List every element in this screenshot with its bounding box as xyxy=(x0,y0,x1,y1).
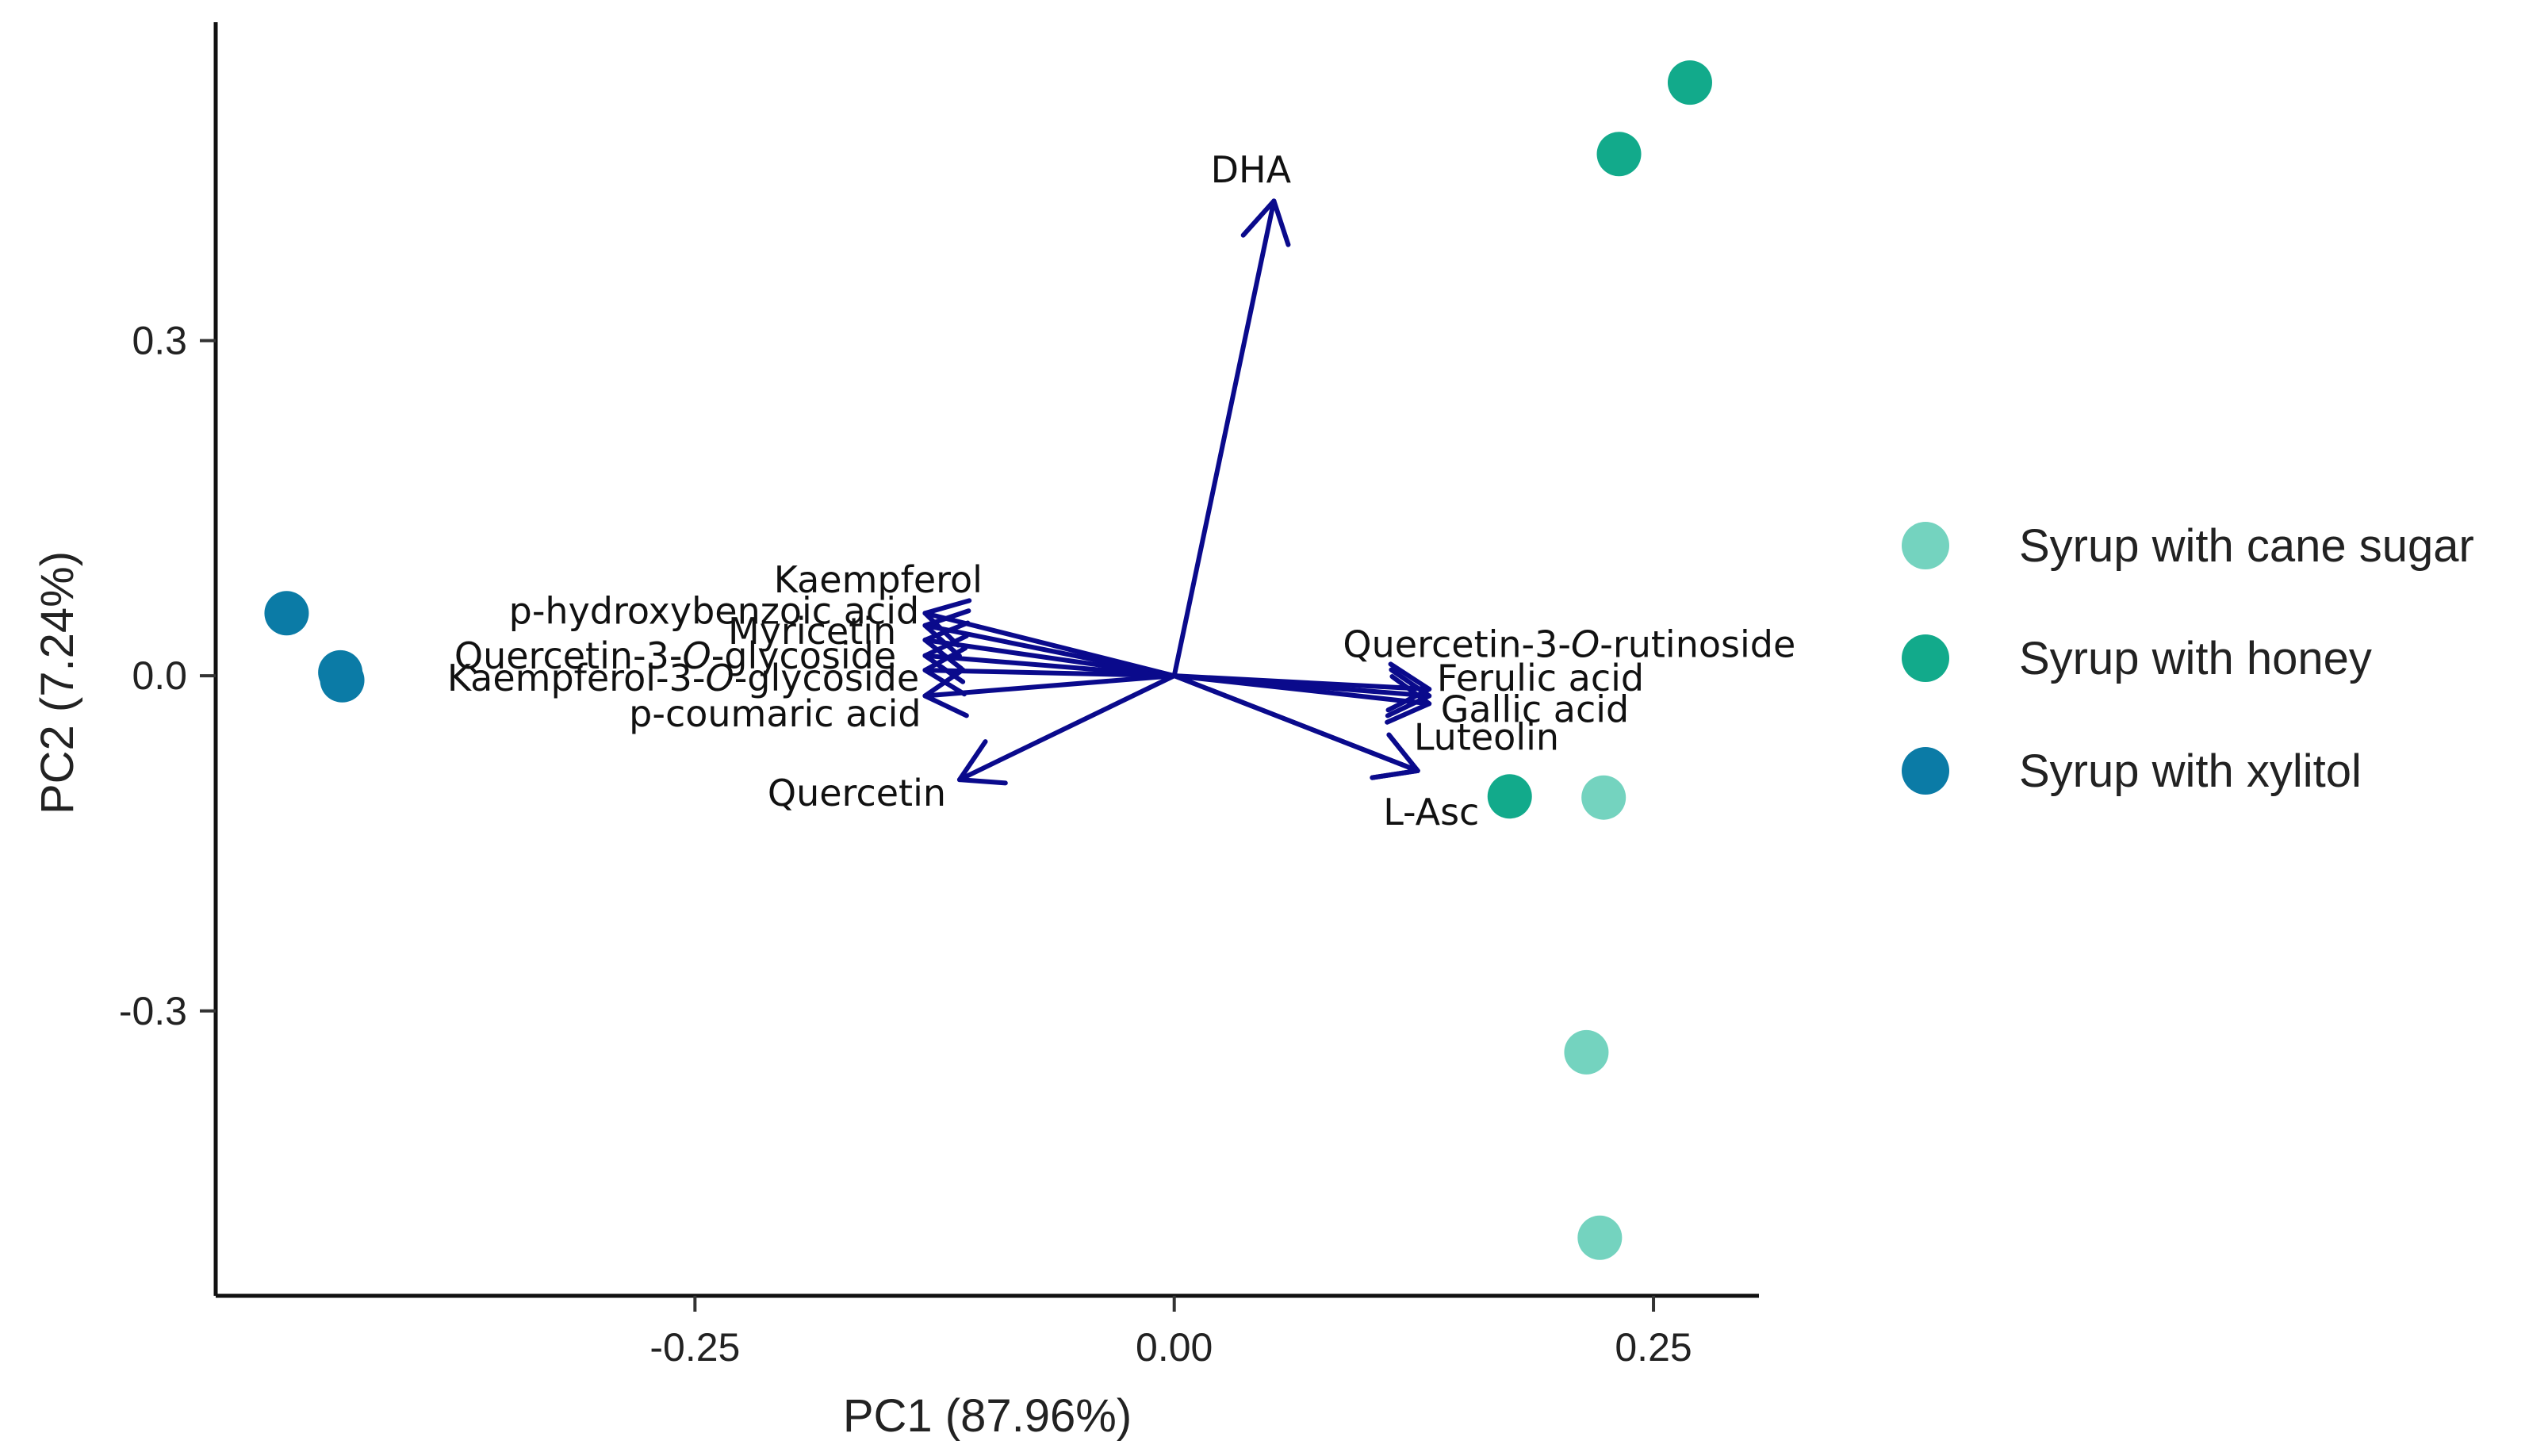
loading-label: p-coumaric acid xyxy=(629,692,921,735)
legend-key xyxy=(1902,522,1949,569)
legend-label: Syrup with xylitol xyxy=(2019,745,2362,797)
loading-arrow-shaft xyxy=(922,673,1177,699)
loading-arrow-shaft xyxy=(956,673,1177,783)
data-point xyxy=(264,591,309,636)
loading-label: Gallic acid xyxy=(1441,688,1630,730)
loading-arrow-head xyxy=(956,739,1008,786)
data-point xyxy=(320,657,365,703)
loading-label: Myricetin xyxy=(728,610,896,653)
loading-label: Kaempferol-3-O-glycoside xyxy=(447,657,919,699)
loading-label: DHA xyxy=(1211,148,1292,191)
loading-arrow-shaft xyxy=(922,668,1177,679)
loading-arrow-shaft xyxy=(922,638,1177,679)
loading-label: Ferulic acid xyxy=(1437,657,1644,699)
loading-label: Luteolin xyxy=(1414,716,1559,759)
y-tick-label: 0.3 xyxy=(132,319,187,363)
data-point xyxy=(1667,60,1712,105)
data-point xyxy=(1564,1029,1609,1075)
x-tick-label: 0.25 xyxy=(1615,1325,1692,1370)
x-tick-label: 0.00 xyxy=(1136,1325,1213,1370)
loading-arrow-head xyxy=(922,646,968,697)
loading-label: Quercetin xyxy=(768,772,946,814)
loading-arrow-shaft xyxy=(1171,198,1277,679)
data-point xyxy=(1487,774,1532,819)
loading-label: L-Asc xyxy=(1383,791,1479,833)
legend: Syrup with cane sugar Syrup with honey Syr… xyxy=(1902,520,2474,797)
legend-key xyxy=(1902,634,1949,682)
loading-arrow-head xyxy=(1385,674,1432,725)
y-axis-title: PC2 (7.24%) xyxy=(32,551,83,814)
loading-arrow-head xyxy=(1385,667,1432,718)
loading-arrow-head xyxy=(922,667,969,718)
legend-label: Syrup with cane sugar xyxy=(2019,520,2474,572)
loading-arrow-shaft xyxy=(1171,673,1432,707)
loading-label: Quercetin-3-O-rutinoside xyxy=(1343,623,1795,666)
x-tick-label: -0.25 xyxy=(649,1325,740,1370)
loading-arrow-shaft xyxy=(1171,673,1420,773)
loading-label: Quercetin-3-O-glycoside xyxy=(454,634,896,677)
loading-arrow-shaft xyxy=(922,653,1177,679)
legend-label: Syrup with honey xyxy=(2019,633,2372,684)
loadings-layer xyxy=(922,198,1432,786)
axes-layer: -0.25 0.00 0.25 0.3 0.0 -0.3 PC1 (87.96%) PC2 (… xyxy=(32,22,1759,1442)
points-layer xyxy=(264,60,1712,1260)
loading-label: Kaempferol xyxy=(774,558,983,601)
x-axis-title: PC1 (87.96%) xyxy=(843,1390,1132,1442)
legend-key xyxy=(1902,747,1949,795)
y-tick-label: -0.3 xyxy=(119,989,187,1033)
data-point xyxy=(1596,132,1642,177)
loading-label: p-hydroxybenzoic acid xyxy=(509,589,920,632)
loading-arrow-head xyxy=(922,598,972,648)
loading-arrow-head xyxy=(1370,732,1420,780)
data-point xyxy=(1577,1215,1623,1260)
data-point xyxy=(1581,775,1627,820)
y-tick-label: 0.0 xyxy=(132,653,187,698)
loading-arrow-head xyxy=(1240,198,1291,247)
